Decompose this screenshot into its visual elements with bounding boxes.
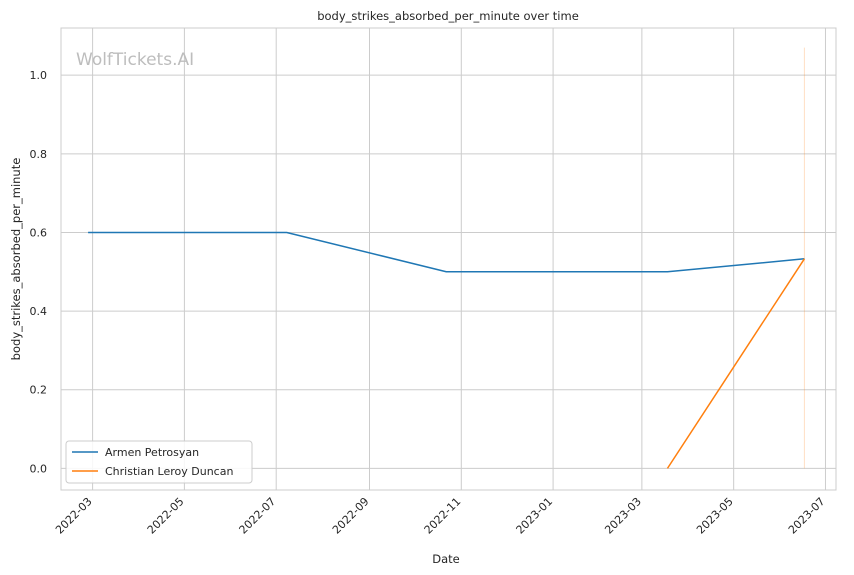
x-tick-label: 2023-01 bbox=[514, 495, 556, 537]
y-tick-label: 0.4 bbox=[30, 305, 48, 318]
x-tick-label: 2023-03 bbox=[602, 495, 644, 537]
legend-label-armen-petrosyan: Armen Petrosyan bbox=[105, 446, 199, 459]
series-line-christian-leroy-duncan bbox=[666, 258, 806, 469]
plot-frame bbox=[60, 27, 837, 491]
y-tick-label: 0.0 bbox=[30, 462, 48, 475]
legend: Armen Petrosyan Christian Leroy Duncan bbox=[65, 440, 253, 484]
grid-lines bbox=[61, 28, 836, 490]
plot-background bbox=[61, 28, 836, 490]
x-tick-label: 2023-05 bbox=[694, 495, 736, 537]
x-tick-label: 2022-09 bbox=[330, 495, 372, 537]
x-axis-title: Date bbox=[432, 552, 460, 566]
watermark-text: WolfTickets.AI bbox=[76, 50, 194, 70]
y-tick-label: 0.8 bbox=[30, 148, 48, 161]
x-tick-label: 2022-05 bbox=[145, 495, 187, 537]
x-tick-label: 2022-03 bbox=[53, 495, 95, 537]
y-tick-labels: 0.0 0.2 0.4 0.6 0.8 1.0 bbox=[30, 69, 48, 475]
x-tick-label: 2023-07 bbox=[786, 495, 828, 537]
y-tick-label: 1.0 bbox=[30, 69, 48, 82]
legend-label-christian-leroy-duncan: Christian Leroy Duncan bbox=[105, 465, 233, 478]
chart-title: body_strikes_absorbed_per_minute over ti… bbox=[317, 9, 579, 23]
x-tick-labels: 2022-03 2022-05 2022-07 2022-09 2022-11 2023-… bbox=[53, 495, 828, 537]
y-tick-label: 0.6 bbox=[30, 226, 48, 239]
x-tick-label: 2022-11 bbox=[422, 495, 464, 537]
series-lines bbox=[88, 231, 806, 469]
legend-box bbox=[65, 440, 253, 484]
x-tick-label: 2022-07 bbox=[237, 495, 279, 537]
y-axis-title: body_strikes_absorbed_per_minute bbox=[9, 158, 23, 361]
y-tick-label: 0.2 bbox=[30, 384, 48, 397]
